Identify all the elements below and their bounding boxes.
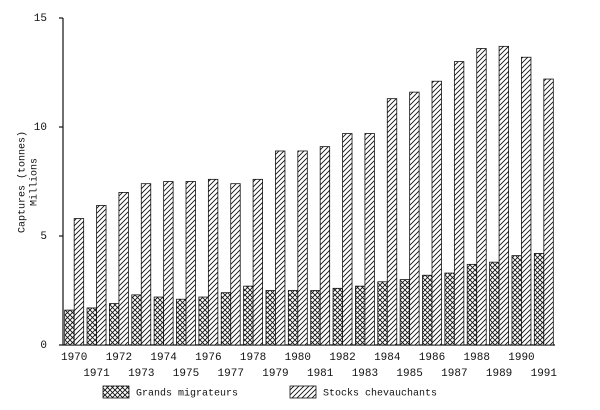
x-tick-label: 1984 (374, 352, 401, 364)
bar (431, 80, 442, 346)
bar (140, 183, 152, 346)
x-tick-label: 1970 (61, 352, 87, 364)
bar (444, 272, 455, 346)
bar (297, 150, 308, 346)
x-tick-label: 1971 (83, 368, 110, 380)
bar (64, 309, 75, 346)
bar (230, 183, 241, 346)
x-tick-label: 1982 (329, 352, 355, 364)
x-tick-label: 1979 (262, 368, 288, 380)
bar (422, 274, 433, 346)
bar (543, 78, 554, 346)
x-tick-label: 1989 (486, 368, 512, 380)
x-tick-label: 1991 (531, 368, 558, 380)
x-tick-label: 1983 (352, 368, 378, 380)
bar (185, 181, 196, 346)
y-axis-label: Millions (29, 158, 41, 206)
x-tick-label: 1976 (195, 352, 221, 364)
legend-swatch (289, 385, 317, 399)
legend-label: Stocks chevauchants (323, 388, 437, 400)
y-tick-label: 10 (34, 122, 47, 134)
bar (198, 296, 209, 346)
bar (466, 263, 478, 346)
bar (476, 48, 487, 346)
bar (176, 298, 187, 346)
legend-swatch (102, 385, 130, 399)
bar (319, 146, 331, 346)
bar (511, 255, 522, 346)
x-tick-label: 1981 (307, 368, 334, 380)
x-tick-label: 1988 (464, 352, 490, 364)
bar (489, 261, 500, 346)
bar (521, 56, 532, 346)
y-tick-label: 5 (40, 231, 47, 243)
bar (118, 191, 129, 346)
bar (355, 285, 366, 346)
x-tick-label: 1973 (128, 368, 154, 380)
bar (453, 61, 465, 346)
bar (498, 45, 509, 346)
bar (243, 285, 254, 346)
bar (73, 218, 85, 346)
bar (131, 294, 142, 346)
y-tick-label: 15 (34, 13, 47, 25)
bar (163, 181, 174, 346)
bar (220, 292, 232, 346)
x-tick-label: 1990 (508, 352, 534, 364)
bar (287, 290, 299, 346)
x-tick-label: 1985 (396, 368, 422, 380)
bar (377, 281, 388, 346)
bar (86, 307, 97, 346)
bar (96, 205, 107, 346)
bar (252, 178, 263, 346)
bar (265, 290, 276, 346)
x-tick-label: 1974 (150, 352, 177, 364)
x-tick-label: 1987 (441, 368, 467, 380)
x-tick-label: 1978 (240, 352, 266, 364)
y-axis-label: Captures (tonnes) (17, 131, 29, 233)
bar (399, 279, 411, 346)
bar (409, 91, 420, 346)
legend-label: Grands migrateurs (136, 388, 238, 400)
bar (207, 178, 219, 346)
bar (275, 150, 286, 346)
x-tick-label: 1975 (173, 368, 199, 380)
bar (332, 287, 343, 346)
bar (386, 98, 398, 346)
x-tick-label: 1980 (285, 352, 311, 364)
bar (342, 133, 353, 346)
bar (533, 253, 545, 346)
bar (310, 290, 321, 346)
x-tick-label: 1972 (106, 352, 132, 364)
bar (364, 133, 375, 346)
bar (153, 296, 165, 346)
x-tick-label: 1977 (218, 368, 244, 380)
y-tick-label: 0 (40, 340, 47, 352)
x-tick-label: 1986 (419, 352, 445, 364)
bar (109, 303, 120, 346)
